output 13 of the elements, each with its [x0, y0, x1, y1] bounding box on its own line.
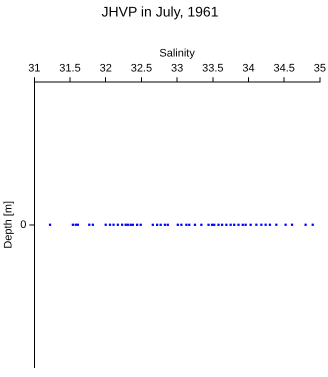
x-tick-label: 32 — [100, 62, 112, 75]
x-tick-label: 32.5 — [130, 62, 152, 75]
x-tick-label: 31 — [28, 62, 40, 75]
x-tick-label: 34 — [242, 62, 255, 75]
chart-title: JHVP in July, 1961 — [102, 3, 219, 20]
x-tick-label: 34.5 — [273, 62, 295, 75]
y-tick-label: 0 — [20, 218, 26, 231]
x-tick-label: 33 — [170, 62, 184, 75]
x-tick-label: 33.5 — [202, 62, 224, 75]
x-tick-label: 31.5 — [59, 62, 81, 75]
x-tick-label: 35 — [314, 62, 326, 75]
y-axis-title: Depth [m] — [2, 200, 15, 249]
x-axis-title: Salinity — [159, 47, 196, 60]
